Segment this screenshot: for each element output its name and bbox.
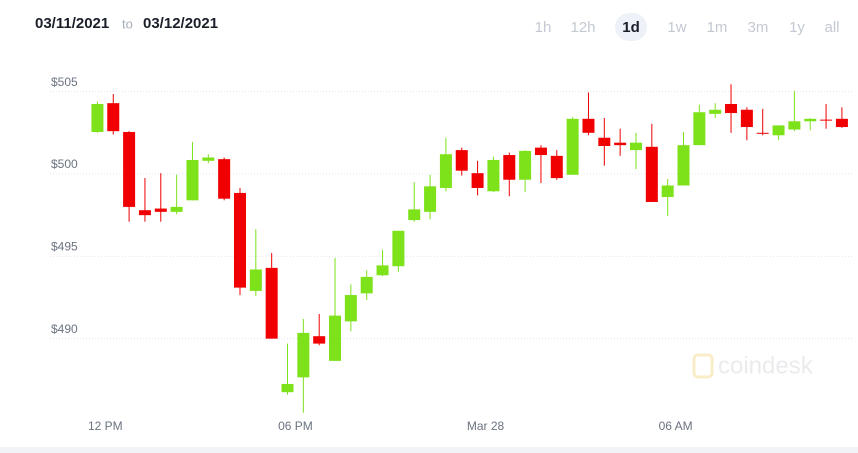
candle-body bbox=[471, 173, 484, 188]
candle-body bbox=[154, 208, 167, 212]
candle-body bbox=[170, 206, 183, 212]
y-tick-label: $500 bbox=[51, 157, 78, 171]
candle-body bbox=[614, 142, 627, 146]
candle-body bbox=[740, 109, 753, 128]
range-button[interactable]: 1y bbox=[789, 19, 805, 36]
candle-body bbox=[519, 150, 532, 180]
x-tick-label: 12 PM bbox=[88, 419, 123, 433]
candle-body bbox=[297, 332, 310, 378]
candle-body bbox=[550, 155, 563, 179]
candle-body bbox=[233, 192, 246, 288]
range-button[interactable]: 1w bbox=[667, 19, 686, 36]
candle-body bbox=[756, 132, 769, 134]
candle-body bbox=[455, 150, 468, 171]
candle-body bbox=[408, 209, 421, 221]
range-button[interactable]: all bbox=[824, 19, 839, 36]
candle-body bbox=[138, 210, 151, 216]
candle-body bbox=[123, 131, 136, 207]
candle-body bbox=[661, 185, 674, 198]
candle-body bbox=[202, 157, 215, 161]
candle-body bbox=[598, 137, 611, 146]
y-tick-label: $490 bbox=[51, 322, 78, 336]
candle-body bbox=[772, 125, 785, 136]
candle-body bbox=[218, 159, 231, 199]
candle-body bbox=[313, 336, 326, 344]
candle-body bbox=[376, 265, 389, 276]
candle-body bbox=[249, 269, 262, 291]
candle-body bbox=[534, 147, 547, 156]
y-tick-label: $495 bbox=[51, 239, 78, 253]
candle-body bbox=[629, 142, 642, 151]
x-tick-label: 06 PM bbox=[278, 419, 313, 433]
candle-body bbox=[360, 276, 373, 294]
candle-body bbox=[439, 154, 452, 188]
bottom-band bbox=[0, 447, 858, 453]
candle-body bbox=[487, 159, 500, 192]
watermark-text: coindesk bbox=[718, 352, 814, 379]
x-tick-label: 06 AM bbox=[659, 419, 693, 433]
date-from: 03/11/2021 bbox=[35, 15, 109, 32]
candle-body bbox=[186, 159, 199, 201]
candle-body bbox=[424, 186, 437, 212]
date-to: 03/12/2021 bbox=[143, 15, 218, 32]
candle-body bbox=[344, 295, 357, 322]
date-separator: to bbox=[122, 16, 133, 31]
watermark-icon bbox=[692, 353, 714, 379]
candle-body bbox=[804, 118, 817, 122]
range-button[interactable]: 3m bbox=[748, 19, 769, 36]
candle-body bbox=[329, 315, 342, 361]
range-button[interactable]: 12h bbox=[570, 19, 595, 36]
candle-body bbox=[645, 146, 658, 202]
range-button[interactable]: 1d bbox=[622, 19, 640, 36]
candle-body bbox=[392, 230, 405, 267]
candle-body bbox=[566, 118, 579, 175]
range-button-bg[interactable] bbox=[615, 13, 647, 41]
candle-body bbox=[788, 121, 801, 130]
candle-body bbox=[265, 267, 278, 339]
y-tick-label: $505 bbox=[51, 75, 78, 89]
range-button[interactable]: 1m bbox=[707, 19, 728, 36]
candle-body bbox=[820, 119, 833, 121]
candle-body bbox=[677, 145, 690, 186]
candle-body bbox=[725, 103, 738, 114]
x-tick-label: Mar 28 bbox=[467, 419, 505, 433]
candle-body bbox=[709, 109, 722, 114]
candle-body bbox=[693, 112, 706, 146]
candle-body bbox=[835, 118, 848, 128]
range-button[interactable]: 1h bbox=[535, 19, 552, 36]
candle-body bbox=[107, 103, 120, 132]
candle-body bbox=[582, 118, 595, 133]
candle-body bbox=[91, 103, 104, 132]
candle-body bbox=[503, 155, 516, 180]
watermark: coindesk bbox=[692, 352, 814, 379]
candle-body bbox=[281, 383, 294, 393]
